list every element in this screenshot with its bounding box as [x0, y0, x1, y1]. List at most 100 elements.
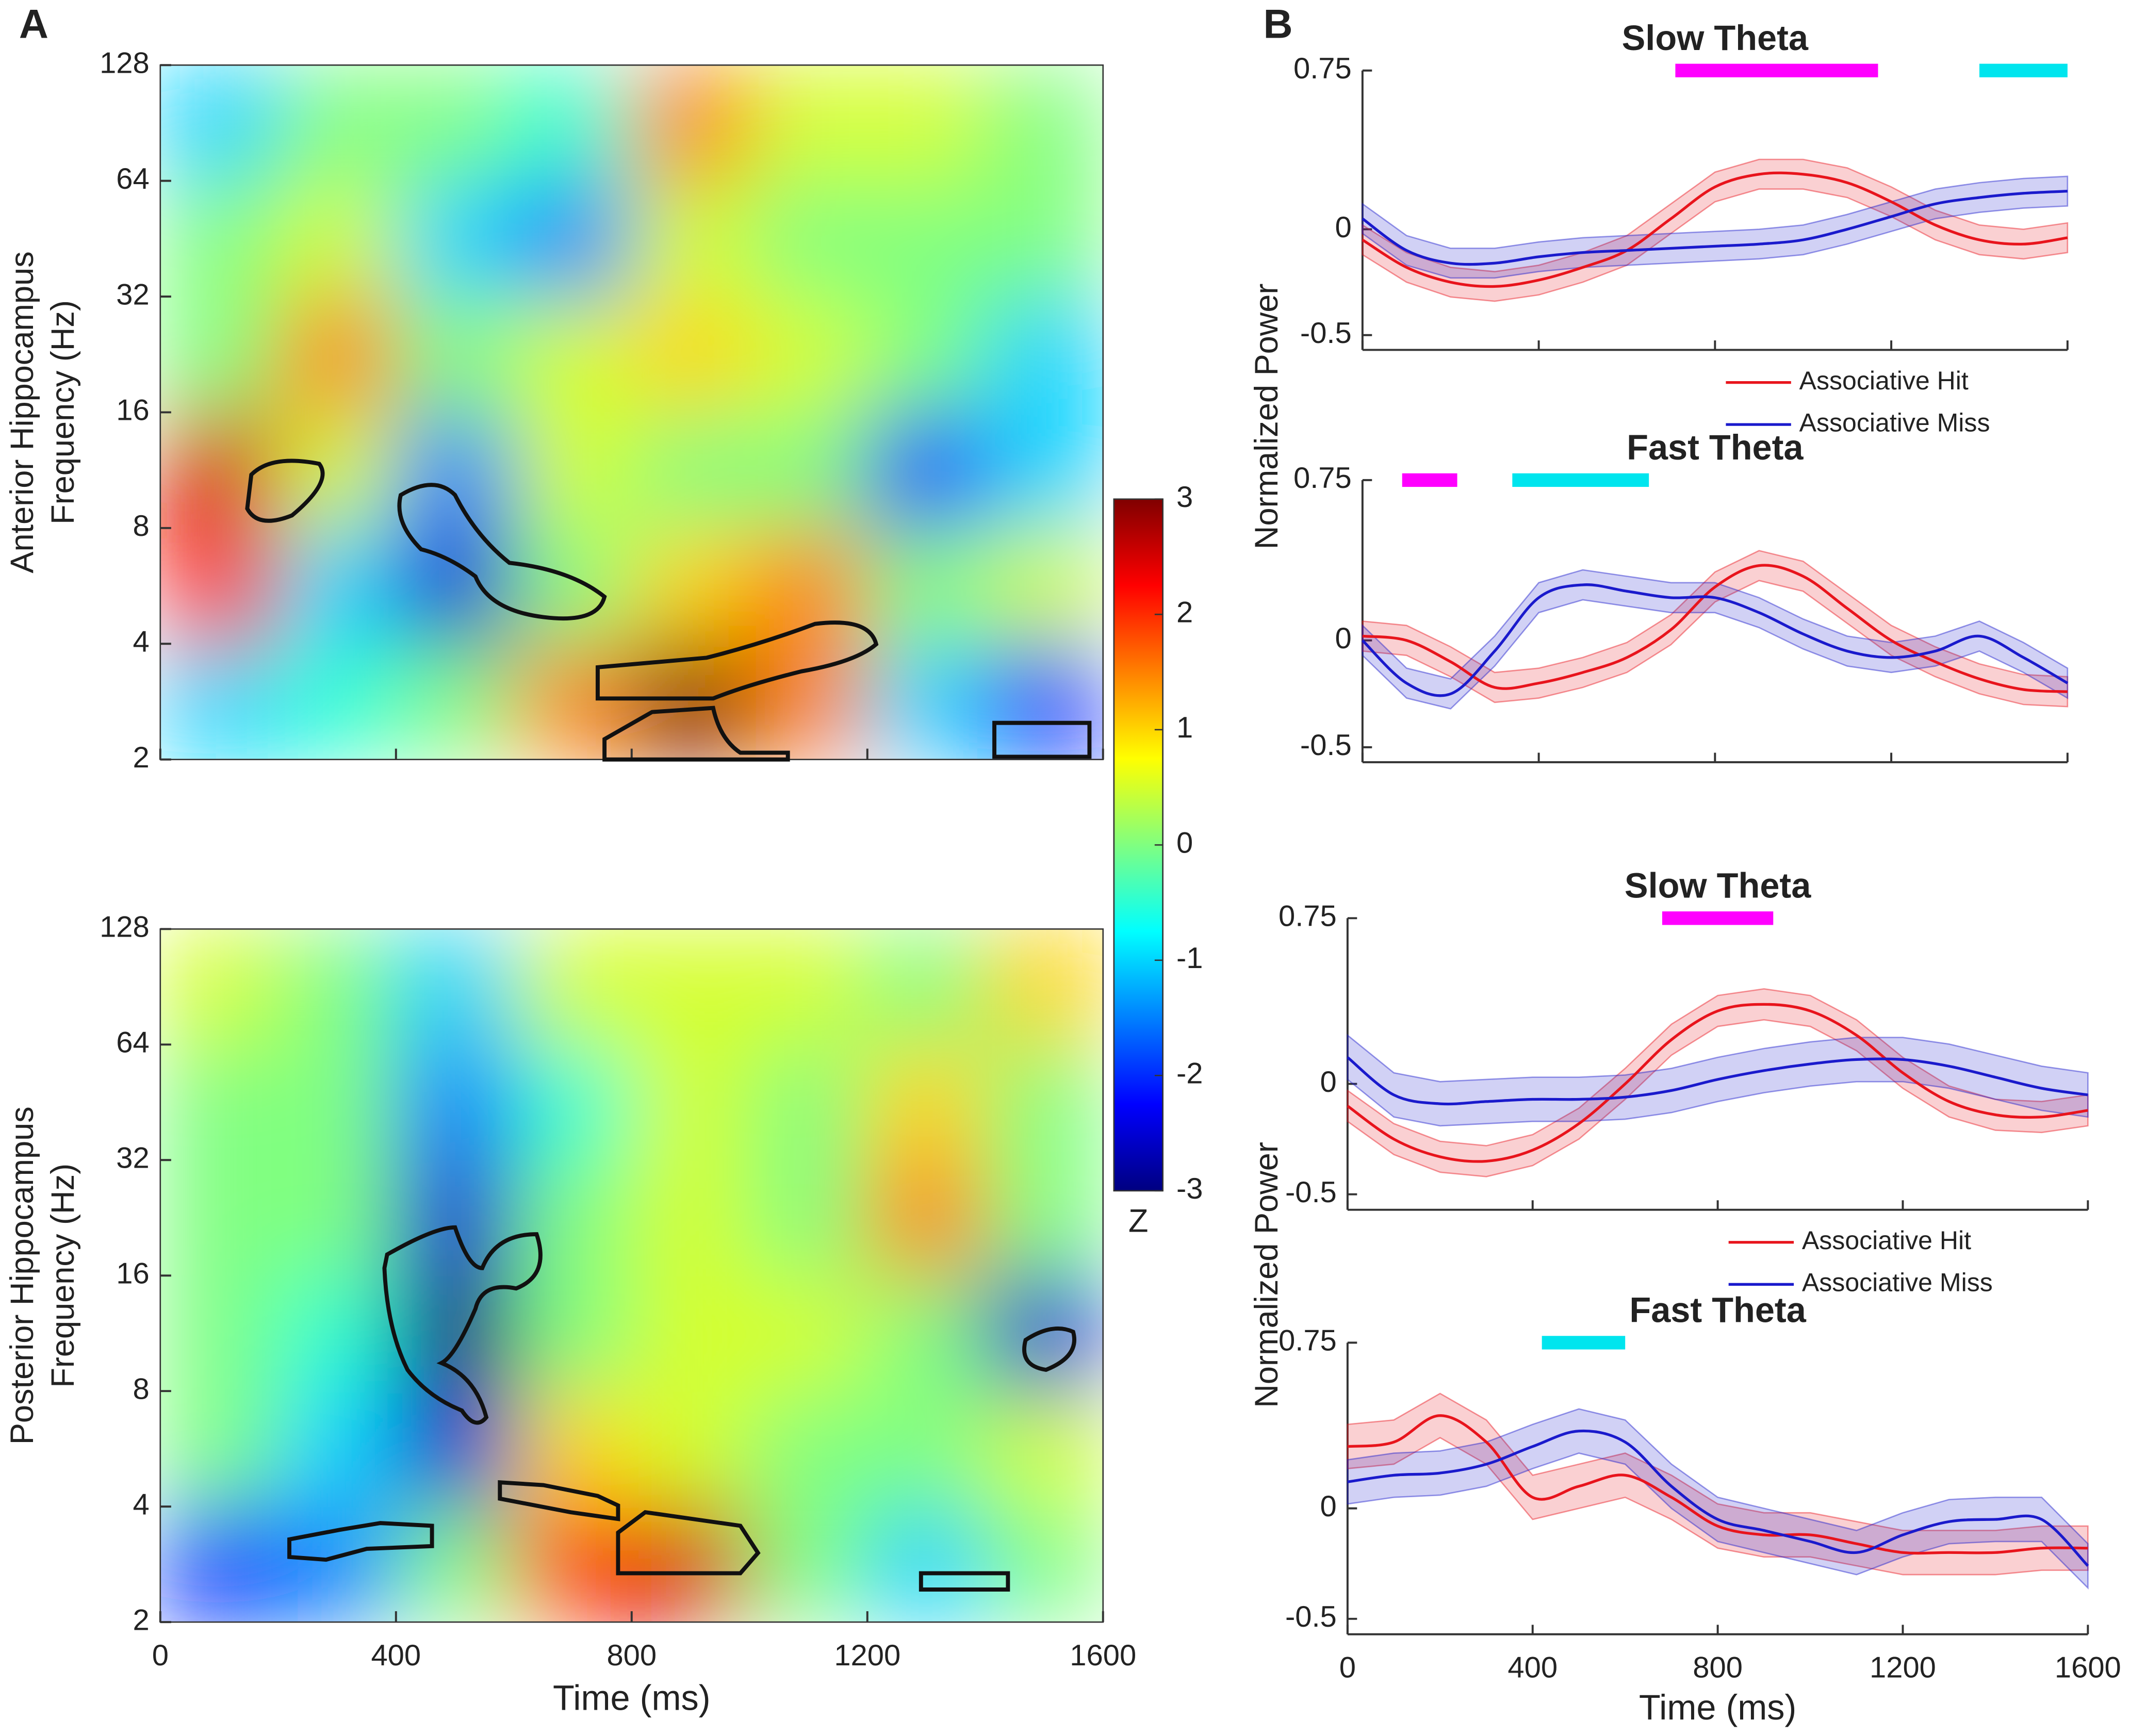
y-tick-label: -0.5 [1285, 1176, 1337, 1209]
y-tick-label: 4 [133, 626, 150, 659]
heatmap-cell [748, 65, 869, 182]
heatmap-cell [395, 1043, 515, 1161]
contour [245, 458, 325, 523]
heatmap-cell [631, 412, 750, 529]
colorbar-label: Z [1128, 1203, 1149, 1239]
heatmap-cell [984, 929, 1103, 1045]
y-tick-label: 128 [100, 911, 150, 944]
heatmap-cell [866, 65, 986, 182]
heatmap-cell [984, 1274, 1103, 1392]
error-band [1347, 988, 2089, 1177]
series-line [1347, 1429, 2089, 1567]
heatmap-cell [160, 1505, 279, 1623]
contour [287, 1521, 434, 1562]
y-tick-label: 2 [133, 741, 150, 774]
y-axis-label: Normalized Power [1249, 1142, 1285, 1408]
heatmap-cell [513, 1505, 633, 1623]
error-band [1362, 158, 2069, 302]
heatmap-cell [160, 643, 279, 760]
y-tick-label: -0.5 [1285, 1600, 1337, 1633]
significance-bar [1402, 473, 1457, 487]
y-tick-label: 4 [133, 1488, 150, 1521]
y-tick-label: -0.5 [1300, 317, 1352, 350]
colorbar-tick-label: 0 [1176, 827, 1193, 860]
x-tick-label: 1600 [1070, 1639, 1136, 1672]
chart-title: Slow Theta [1622, 19, 1809, 58]
heatmap-cell [160, 296, 279, 413]
y-tick-label: 64 [116, 1026, 149, 1059]
contour [595, 620, 879, 701]
y-tick-label: 0.75 [1279, 1324, 1337, 1357]
contour [498, 1480, 620, 1521]
significance-bar [1979, 63, 2068, 77]
heatmap-cell [513, 1159, 633, 1276]
heatmap-cell [631, 1390, 750, 1508]
x-tick-label: 1200 [834, 1639, 900, 1672]
heatmap [160, 65, 1103, 760]
heatmap-cell [866, 1043, 986, 1161]
series-line [1361, 583, 2069, 697]
x-tick-label: 400 [371, 1639, 421, 1672]
error-band [1347, 1408, 2089, 1590]
heatmap-cell [866, 929, 986, 1045]
y-tick-label: -0.5 [1300, 729, 1352, 762]
legend-label: Associative Miss [1802, 1268, 1993, 1297]
heatmap-cell [513, 1390, 633, 1508]
contour [919, 1571, 1010, 1592]
colorbar-tick-label: -2 [1176, 1057, 1203, 1090]
heatmap-cell [513, 527, 633, 645]
heatmap-cell [277, 527, 397, 645]
colorbar-tick-label: -1 [1176, 942, 1203, 975]
series-line [1362, 171, 2068, 288]
heatmap-cell [984, 1390, 1103, 1508]
chart-title: Fast Theta [1629, 1291, 1806, 1330]
heatmap-cell [395, 929, 515, 1045]
y-tick-label: 16 [116, 394, 149, 427]
heatmap-cell [984, 1159, 1103, 1276]
y-tick-label: 0 [1335, 622, 1352, 655]
x-tick-label: 1200 [1870, 1651, 1936, 1684]
heatmap-cell [866, 527, 986, 645]
heatmap-cell [513, 643, 633, 760]
heatmap-cell [160, 65, 279, 182]
series-line [1347, 1003, 2088, 1163]
heatmap-cell [277, 180, 397, 298]
heatmap-cell [866, 1159, 986, 1276]
heatmap-cell [277, 1274, 397, 1392]
y-tick-label: 8 [133, 1373, 150, 1406]
y-axis-label: Anterior Hippocampus [4, 251, 40, 573]
heatmap-cell [984, 527, 1103, 645]
heatmap-cell [395, 296, 515, 413]
heatmap-cell [748, 1159, 869, 1276]
y-tick-label: 128 [100, 47, 150, 80]
heatmap-cell [513, 1274, 633, 1392]
heatmap-cell [984, 1043, 1103, 1161]
heatmap-cell [160, 1390, 279, 1508]
series-line [1362, 564, 2068, 693]
chart-title: Slow Theta [1625, 866, 1811, 906]
heatmap-cell [866, 1390, 986, 1508]
y-axis-label: Normalized Power [1249, 284, 1285, 550]
heatmap-cell [513, 929, 633, 1045]
panel-label: A [19, 1, 48, 46]
heatmap-cell [748, 412, 869, 529]
legend-label: Associative Miss [1799, 408, 1990, 437]
heatmap-cell [513, 180, 633, 298]
heatmap-cell [631, 1159, 750, 1276]
x-tick-label: 1600 [2055, 1651, 2121, 1684]
heatmap-cell [160, 527, 279, 645]
heatmap-cell [866, 643, 986, 760]
heatmap-cell [748, 296, 869, 413]
heatmap-cell [748, 180, 869, 298]
heatmap-cell [395, 527, 515, 645]
heatmap-cell [395, 65, 515, 182]
heatmap-cell [866, 180, 986, 298]
heatmap-cell [866, 1505, 986, 1623]
x-tick-label: 800 [607, 1639, 657, 1672]
heatmap-cell [277, 929, 397, 1045]
colorbar-tick-label: 3 [1176, 481, 1193, 514]
heatmap-cell [513, 65, 633, 182]
y-tick-label: 64 [116, 162, 149, 195]
heatmap-cell [277, 296, 397, 413]
